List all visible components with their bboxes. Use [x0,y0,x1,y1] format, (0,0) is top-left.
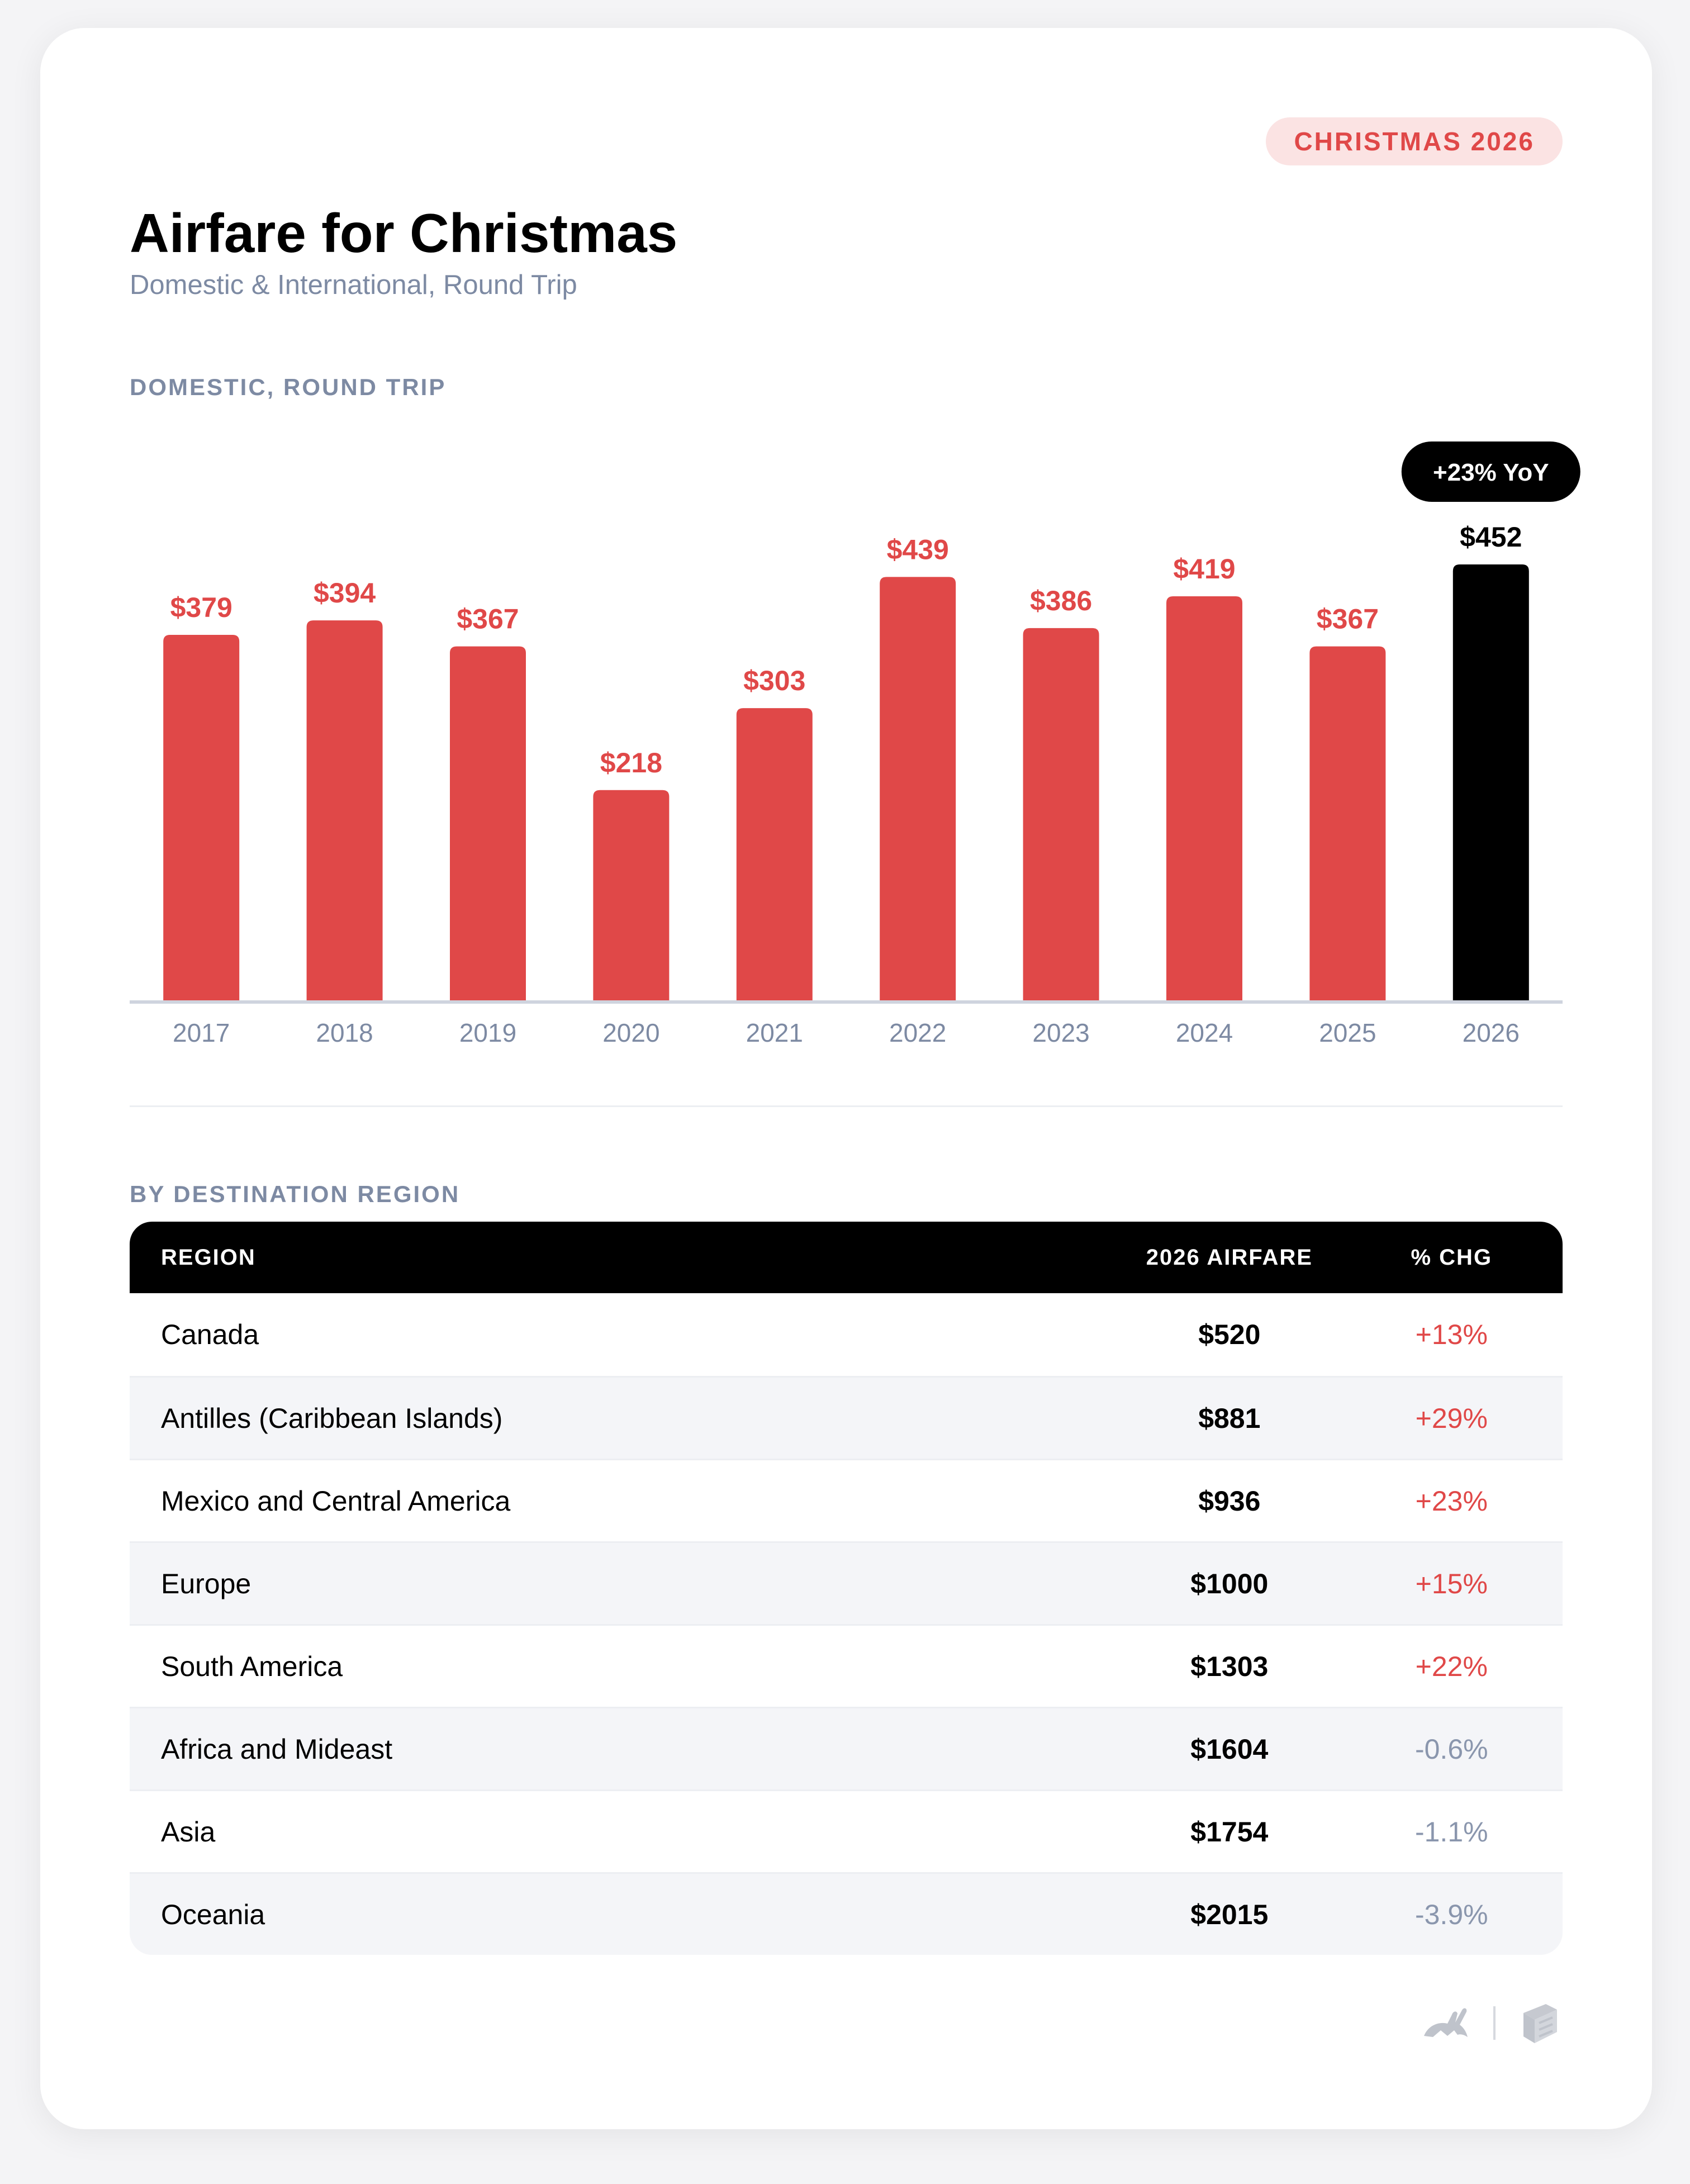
x-tick-2025: 2025 [1319,1018,1376,1047]
bar-2026 [1452,564,1529,1000]
yoy-pill-label: +23% YoY [1433,459,1549,486]
x-tick-2020: 2020 [602,1018,659,1047]
x-tick-2023: 2023 [1032,1018,1089,1047]
page-subtitle: Domestic & International, Round Trip [130,270,577,300]
domestic-airfare-bar-chart: $379 2017 $394 2018 $367 2019 $218 2020 $303 2021… [130,441,1580,1047]
logo-separator [1493,2006,1496,2040]
data-label-2021: $303 [743,665,805,696]
data-label-2023: $386 [1030,585,1092,616]
region-change: +23% [1415,1485,1488,1517]
table-row: Canada $520 +13% [130,1293,1563,1376]
bar-2022 [880,577,956,1000]
table-body: Canada $520 +13% Antilles (Caribbean Island… [130,1293,1563,1955]
data-label-2019: $367 [457,604,519,635]
header-region: REGION [161,1245,256,1270]
x-tick-2026: 2026 [1463,1018,1520,1047]
region-change: -3.9% [1414,1898,1488,1930]
header-chg: % CHG [1411,1245,1493,1270]
page-title: Airfare for Christmas [130,202,678,264]
infographic-card: CHRISTMAS 2026 Airfare for Christmas Dom… [40,28,1652,2129]
region-change: +13% [1415,1319,1488,1350]
region-change: +22% [1415,1650,1488,1682]
x-tick-2024: 2024 [1176,1018,1233,1047]
header-fare: 2026 AIRFARE [1146,1245,1313,1270]
region-change: +29% [1415,1402,1488,1434]
region-fare: $520 [1198,1319,1261,1350]
region-fare: $881 [1198,1402,1261,1434]
table-row: Asia $1754 -1.1% [130,1789,1563,1872]
data-label-2024: $419 [1173,553,1235,585]
region-change: -0.6% [1414,1733,1488,1765]
bar-2021 [736,708,813,1000]
x-tick-2017: 2017 [173,1018,230,1047]
x-tick-2018: 2018 [316,1018,373,1047]
region-airfare-table: REGION 2026 AIRFARE % CHG Canada $520 +13%… [130,1222,1563,1955]
region-name: Mexico and Central America [161,1485,511,1517]
region-name: South America [161,1650,343,1682]
bar-2017 [163,634,240,1000]
bar-2018 [306,620,383,1000]
data-label-2017: $379 [170,592,232,623]
rabbit-logo-icon [1424,2008,1468,2037]
yoy-pill [1401,441,1580,502]
footer-logos [1421,2001,1563,2045]
x-tick-2022: 2022 [889,1018,946,1047]
region-change: +15% [1415,1568,1488,1599]
data-label-2026: $452 [1460,521,1522,553]
table-row: Africa and Mideast $1604 -0.6% [130,1707,1563,1789]
region-fare: $1754 [1190,1816,1269,1848]
region-name: Canada [161,1319,259,1350]
region-fare: $1303 [1190,1650,1269,1682]
data-label-2018: $394 [314,577,376,609]
x-tick-2021: 2021 [746,1018,803,1047]
table-row: South America $1303 +22% [130,1624,1563,1707]
bar-2025 [1309,646,1386,1000]
x-tick-2019: 2019 [459,1018,516,1047]
region-section-label: BY DESTINATION REGION [130,1181,461,1207]
bar-2023 [1023,628,1099,1000]
data-label-2020: $218 [600,747,662,778]
section-divider [130,1105,1563,1107]
region-change: -1.1% [1414,1816,1488,1848]
region-fare: $936 [1198,1485,1261,1517]
data-label-2025: $367 [1317,604,1379,635]
region-name: Oceania [161,1898,265,1930]
bar-2019 [450,646,526,1000]
region-name: Asia [161,1816,216,1848]
region-fare: $1000 [1190,1568,1269,1599]
bar-2020 [593,790,670,1000]
x-axis-baseline [130,1000,1563,1004]
stacked-pages-logo-icon [1523,2004,1557,2043]
christmas-badge: CHRISTMAS 2026 [1266,117,1563,165]
table-row: Oceania $2015 -3.9% [130,1872,1563,1955]
table-row: Mexico and Central America $936 +23% [130,1459,1563,1541]
region-fare: $2015 [1190,1898,1269,1930]
region-fare: $1604 [1190,1733,1269,1765]
region-name: Europe [161,1568,251,1599]
table-header-row: REGION 2026 AIRFARE % CHG [130,1222,1563,1293]
data-label-2022: $439 [887,534,949,565]
table-row: Antilles (Caribbean Islands) $881 +29% [130,1376,1563,1459]
bar-2024 [1166,596,1242,1000]
chart-section-label: DOMESTIC, ROUND TRIP [130,374,447,400]
region-name: Antilles (Caribbean Islands) [161,1402,503,1434]
table-row: Europe $1000 +15% [130,1541,1563,1624]
region-name: Africa and Mideast [161,1733,393,1765]
